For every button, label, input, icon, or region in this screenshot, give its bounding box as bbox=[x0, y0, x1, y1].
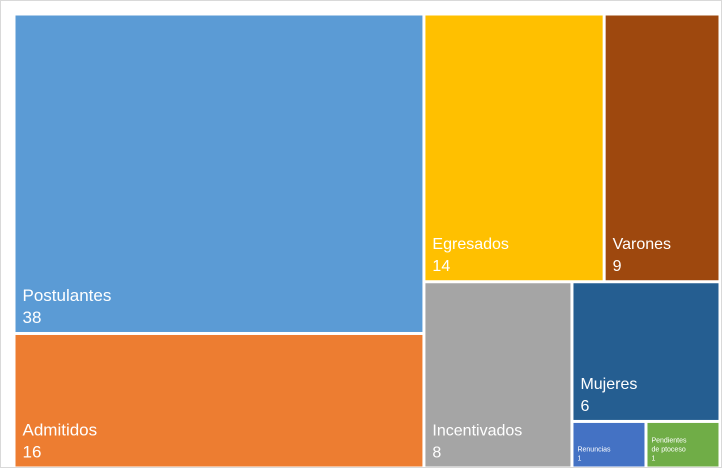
tile-rect-mujeres bbox=[573, 283, 719, 420]
tile-value-varones: 9 bbox=[613, 258, 622, 275]
tile-rect-admitidos bbox=[15, 334, 423, 467]
tile-value-admitidos: 16 bbox=[23, 443, 42, 462]
tile-pendientes-de-ptoceso: Pendientes de ptoceso 1 bbox=[647, 422, 719, 467]
tile-rect-egresados bbox=[425, 15, 603, 281]
tile-incentivados: Incentivados 8 bbox=[425, 283, 571, 467]
tile-mujeres: Mujeres 6 bbox=[573, 283, 719, 420]
tile-value-incentivados: 8 bbox=[432, 445, 441, 462]
tile-value-pendientes-de-ptoceso: 1 bbox=[651, 456, 655, 463]
tile-label-incentivados: Incentivados bbox=[432, 423, 522, 440]
tile-admitidos: Admitidos 16 bbox=[15, 334, 423, 467]
tile-renuncias: Renuncias 1 bbox=[573, 422, 645, 467]
tile-rect-pendientes-de-ptoceso bbox=[647, 422, 719, 467]
tile-value-mujeres: 6 bbox=[580, 398, 589, 415]
tile-rect-varones bbox=[605, 15, 719, 281]
tile-rect-postulantes bbox=[15, 15, 423, 332]
tile-label-postulantes: Postulantes bbox=[23, 286, 112, 305]
tile-rect-renuncias bbox=[573, 422, 645, 467]
tile-label-mujeres: Mujeres bbox=[580, 376, 637, 393]
tile-label-varones: Varones bbox=[613, 236, 671, 253]
tile-label-pendientes-de-ptoceso: Pendientes de ptoceso bbox=[651, 438, 687, 454]
tile-value-postulantes: 38 bbox=[23, 308, 42, 327]
tile-value-egresados: 14 bbox=[432, 258, 450, 275]
tile-egresados: Egresados 14 bbox=[425, 15, 603, 281]
tile-label-renuncias: Renuncias bbox=[577, 447, 611, 454]
tile-postulantes: Postulantes 38 bbox=[15, 15, 423, 332]
tile-value-renuncias: 1 bbox=[577, 456, 581, 463]
tile-label-admitidos: Admitidos bbox=[23, 421, 98, 440]
tile-label-egresados: Egresados bbox=[432, 236, 509, 253]
tile-rect-incentivados bbox=[425, 283, 571, 467]
tile-varones: Varones 9 bbox=[605, 15, 719, 281]
